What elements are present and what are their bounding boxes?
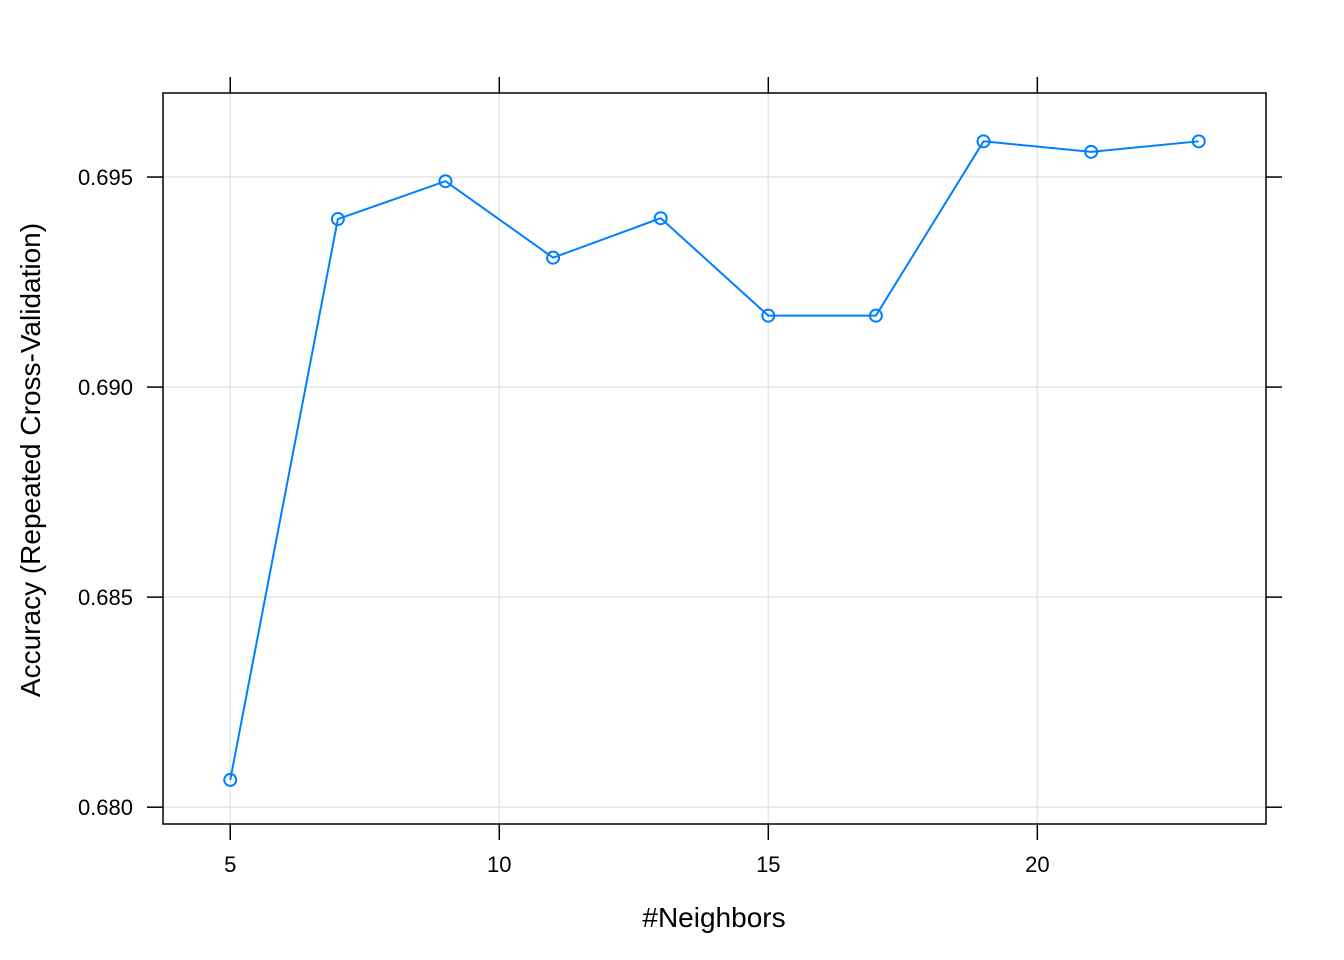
x-tick-label: 5 (224, 852, 236, 877)
data-point (1191, 134, 1206, 149)
y-axis-title: Accuracy (Repeated Cross-Validation) (15, 223, 46, 697)
y-tick-label: 0.680 (78, 795, 133, 820)
x-tick-label: 20 (1025, 852, 1049, 877)
data-point (330, 212, 345, 227)
x-tick-label: 15 (756, 852, 780, 877)
plot-frame (162, 92, 1267, 825)
data-point (868, 308, 883, 323)
data-point (976, 134, 991, 149)
data-point (438, 174, 453, 189)
data-point (653, 211, 668, 226)
grid-lines (163, 93, 1266, 824)
y-tick-label: 0.685 (78, 585, 133, 610)
data-point (223, 772, 238, 787)
data-point (546, 250, 561, 265)
y-tick-label: 0.690 (78, 375, 133, 400)
x-axis-title: #Neighbors (642, 902, 785, 933)
axes: 5 10 15 20 0.680 0.685 0.690 0.695 (78, 77, 1282, 877)
series-line (229, 140, 1199, 781)
data-point (1084, 144, 1099, 159)
series-layer (223, 134, 1206, 787)
x-tick-label: 10 (487, 852, 511, 877)
y-tick-label: 0.695 (78, 165, 133, 190)
data-point (761, 308, 776, 323)
